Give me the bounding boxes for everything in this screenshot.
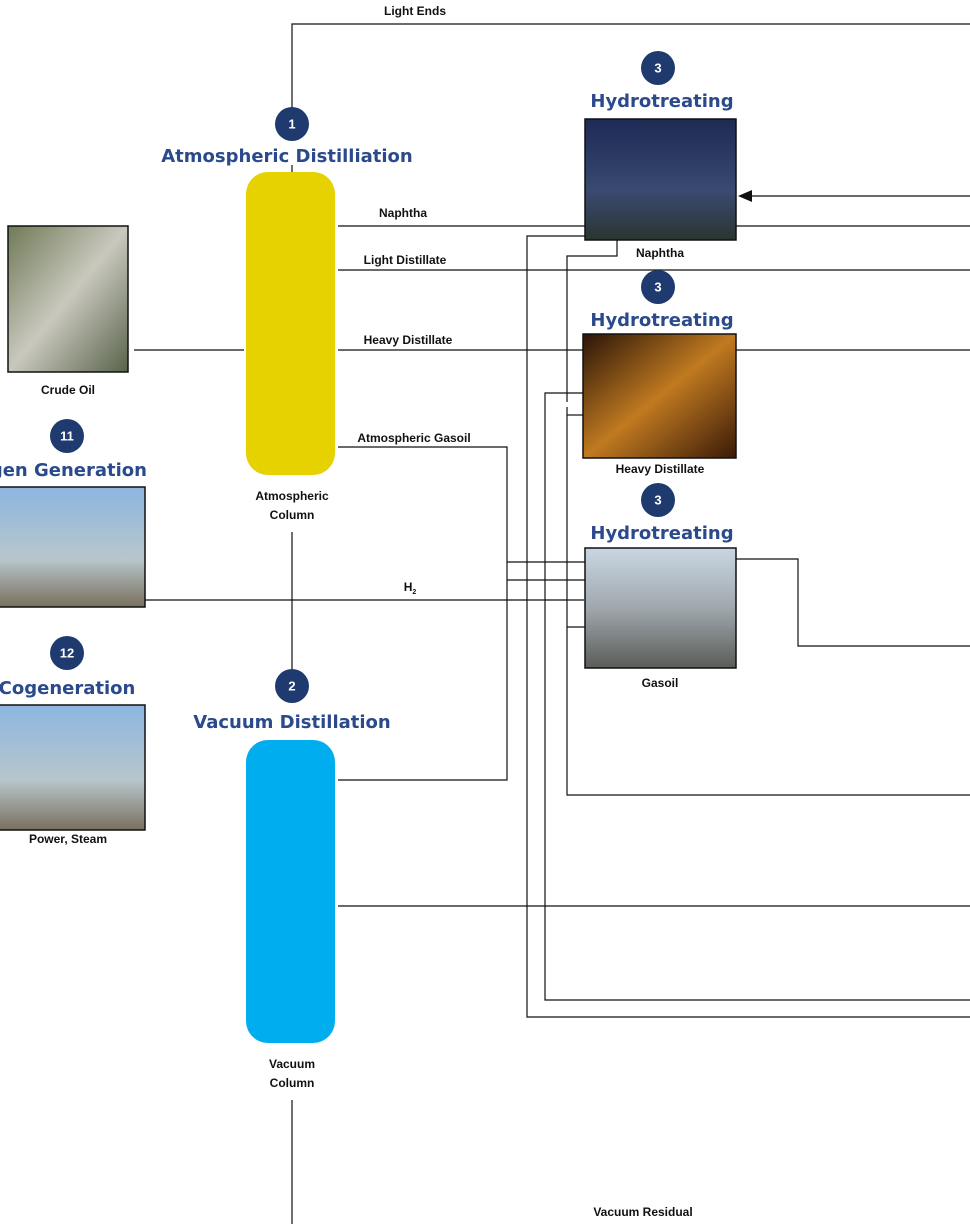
badge: 3 <box>654 279 661 294</box>
badge: 12 <box>60 645 74 660</box>
atmospheric-column <box>246 172 335 475</box>
photo <box>0 705 145 830</box>
unit-title: Hydrotreating <box>590 91 733 112</box>
stream-label: Naphtha <box>379 206 427 220</box>
column-label: Atmospheric <box>255 489 329 503</box>
photo <box>583 334 736 458</box>
subscript: 2 <box>412 589 416 596</box>
stream-label: Atmospheric Gasoil <box>357 431 470 445</box>
stream-label: H2 <box>404 580 417 596</box>
unit-title: Hydrotreating <box>590 523 733 544</box>
badge: 3 <box>654 60 661 75</box>
column-label: Vacuum <box>269 1057 315 1071</box>
column-label: Column <box>270 508 315 522</box>
unit-title: Hydrogen Generation <box>0 460 147 481</box>
unit-title: Cogeneration <box>0 678 135 699</box>
stream-label: Light Distillate <box>364 253 447 267</box>
badge: 2 <box>288 678 295 693</box>
caption: Power, Steam <box>29 832 107 846</box>
vacuum-column <box>246 740 335 1043</box>
unit-title: Vacuum Distillation <box>193 712 390 733</box>
badge: 3 <box>654 492 661 507</box>
unit-title: Hydrotreating <box>590 310 733 331</box>
photo <box>585 548 736 668</box>
photo <box>585 119 736 240</box>
columns <box>246 172 335 1043</box>
caption: Crude Oil <box>41 383 95 397</box>
stream-label: Vacuum Residual <box>593 1205 692 1219</box>
caption: Gasoil <box>642 676 679 690</box>
stream-label: Heavy Distillate <box>364 333 453 347</box>
badge: 11 <box>60 428 74 443</box>
photo <box>8 226 128 372</box>
unit-title: Atmospheric Distilliation <box>161 146 412 167</box>
caption: Naphtha <box>636 246 684 260</box>
badge: 1 <box>288 116 295 131</box>
stream-label: Light Ends <box>384 4 446 18</box>
column-label: Column <box>270 1076 315 1090</box>
photo <box>0 487 145 607</box>
diagram: 1 2 3 3 3 11 12 Atmospheric Distilliatio… <box>0 0 970 1224</box>
caption: Heavy Distillate <box>616 462 705 476</box>
formula: H <box>404 580 413 594</box>
